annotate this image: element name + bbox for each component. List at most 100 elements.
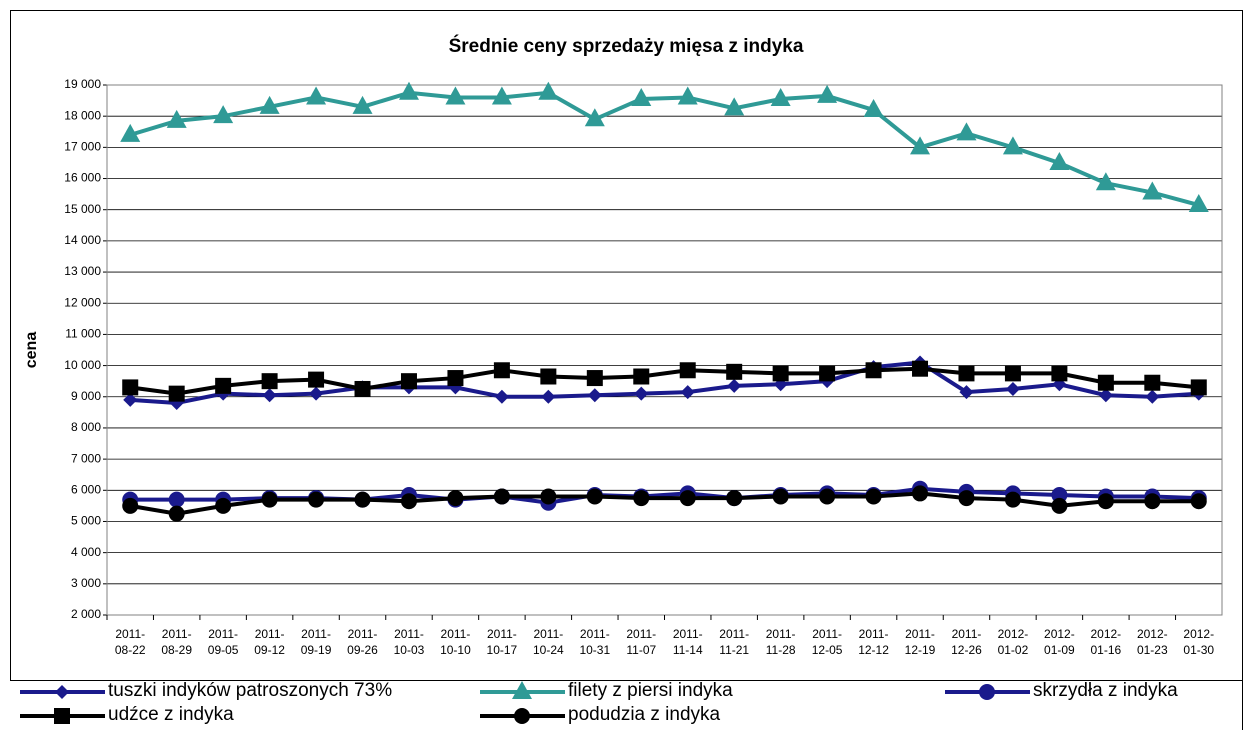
marker bbox=[770, 88, 791, 107]
x-tick-label: 2011- 12-12 bbox=[858, 627, 889, 657]
marker bbox=[727, 378, 742, 393]
marker bbox=[634, 386, 649, 401]
marker bbox=[540, 488, 557, 505]
marker bbox=[166, 109, 187, 128]
x-tick-label: 2011- 12-26 bbox=[951, 627, 982, 657]
marker bbox=[309, 386, 324, 401]
x-tick-label: 2011- 10-03 bbox=[393, 627, 425, 657]
marker bbox=[122, 379, 139, 396]
marker bbox=[306, 86, 327, 105]
marker bbox=[445, 86, 466, 105]
marker bbox=[584, 108, 605, 127]
series-line bbox=[130, 360, 1199, 406]
marker bbox=[261, 491, 278, 508]
y-tick-label: 7 000 bbox=[71, 451, 101, 465]
marker bbox=[865, 362, 882, 379]
series-line bbox=[129, 90, 1200, 207]
marker bbox=[1004, 491, 1021, 508]
x-tick-label: 2011- 09-19 bbox=[300, 627, 332, 657]
marker bbox=[120, 123, 141, 142]
marker bbox=[912, 360, 929, 377]
legend-label: tuszki indyków patroszonych 73% bbox=[108, 680, 393, 701]
marker bbox=[512, 681, 532, 699]
marker bbox=[1098, 388, 1113, 403]
x-tick-label: 2011- 09-12 bbox=[254, 627, 285, 657]
marker bbox=[587, 388, 602, 403]
marker bbox=[679, 490, 696, 507]
marker bbox=[1049, 151, 1070, 170]
marker bbox=[633, 490, 650, 507]
x-tick-label: 2011- 12-05 bbox=[811, 627, 843, 657]
marker bbox=[679, 362, 696, 379]
chart-title: Średnie ceny sprzedaży mięsa z indyka bbox=[449, 35, 804, 57]
marker bbox=[308, 491, 325, 508]
marker bbox=[1097, 493, 1114, 510]
marker bbox=[956, 122, 977, 141]
marker bbox=[1190, 379, 1207, 396]
marker bbox=[541, 389, 556, 404]
y-tick-label: 18 000 bbox=[64, 108, 101, 122]
x-tick-label: 2012- 01-02 bbox=[997, 627, 1029, 657]
y-tick-label: 15 000 bbox=[64, 202, 101, 216]
marker bbox=[1188, 194, 1209, 213]
legend-label: udźce z indyka bbox=[108, 704, 234, 725]
marker bbox=[122, 497, 139, 514]
x-tick-label: 2011- 12-19 bbox=[904, 627, 936, 657]
marker bbox=[540, 368, 557, 385]
marker bbox=[726, 490, 743, 507]
marker bbox=[494, 389, 509, 404]
x-tick-label: 2011- 09-05 bbox=[207, 627, 239, 657]
y-tick-label: 10 000 bbox=[64, 358, 101, 372]
marker bbox=[958, 490, 975, 507]
marker bbox=[215, 497, 232, 514]
marker bbox=[352, 95, 373, 114]
marker bbox=[680, 385, 695, 400]
marker bbox=[514, 708, 530, 724]
x-tick-label: 2012- 01-16 bbox=[1090, 627, 1122, 657]
legend-label: skrzydła z indyka bbox=[1033, 680, 1178, 701]
marker bbox=[447, 370, 464, 387]
marker bbox=[400, 373, 417, 390]
marker bbox=[586, 370, 603, 387]
y-tick-label: 4 000 bbox=[71, 545, 101, 559]
marker bbox=[1144, 493, 1161, 510]
marker bbox=[493, 362, 510, 379]
marker bbox=[1190, 493, 1207, 510]
x-tick-label: 2011- 08-22 bbox=[114, 627, 146, 657]
x-tick-label: 2012- 01-09 bbox=[1044, 627, 1075, 657]
marker bbox=[1051, 365, 1068, 382]
marker bbox=[168, 491, 185, 508]
marker bbox=[54, 708, 70, 724]
chart-border bbox=[10, 10, 1243, 681]
marker bbox=[910, 136, 931, 155]
marker bbox=[819, 365, 836, 382]
marker bbox=[491, 86, 512, 105]
marker bbox=[959, 385, 974, 400]
marker bbox=[726, 363, 743, 380]
marker bbox=[398, 81, 419, 100]
legend-label: filety z piersi indyka bbox=[568, 680, 733, 701]
marker bbox=[493, 488, 510, 505]
y-tick-label: 3 000 bbox=[71, 576, 101, 590]
marker bbox=[819, 488, 836, 505]
marker bbox=[1097, 374, 1114, 391]
marker bbox=[262, 388, 277, 403]
y-tick-label: 14 000 bbox=[64, 233, 101, 247]
y-tick-label: 17 000 bbox=[64, 140, 101, 154]
marker bbox=[817, 84, 838, 103]
marker bbox=[724, 97, 745, 116]
marker bbox=[912, 485, 929, 502]
x-tick-label: 2011- 08-29 bbox=[161, 627, 193, 657]
marker bbox=[168, 385, 185, 402]
marker bbox=[168, 505, 185, 522]
marker bbox=[447, 490, 464, 507]
marker bbox=[772, 488, 789, 505]
marker bbox=[586, 488, 603, 505]
y-tick-label: 9 000 bbox=[71, 389, 101, 403]
marker bbox=[354, 380, 371, 397]
y-tick-label: 16 000 bbox=[64, 171, 101, 185]
x-tick-label: 2011- 10-10 bbox=[440, 627, 471, 657]
marker bbox=[1142, 181, 1163, 200]
marker bbox=[1002, 136, 1023, 155]
